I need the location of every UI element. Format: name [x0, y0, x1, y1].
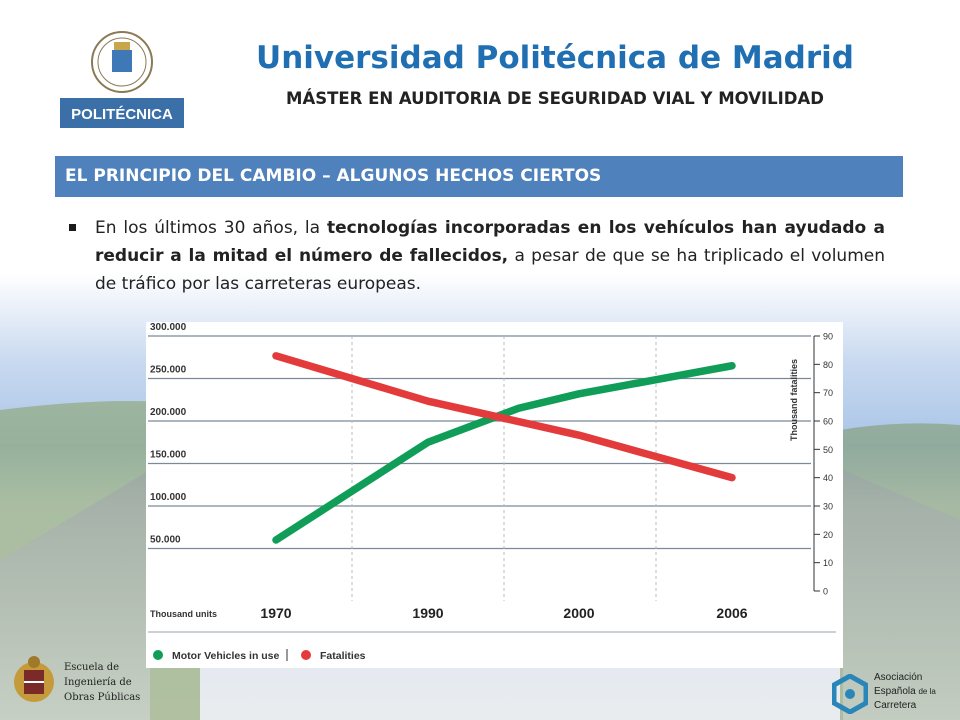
- right-tick-label: 0: [823, 587, 828, 597]
- escuela-text: Escuela de Ingeniería de Obras Públicas: [64, 660, 140, 705]
- logo-text: POLITÉCNICA: [71, 106, 173, 123]
- escuela-line-2: Ingeniería de: [64, 677, 132, 688]
- page-subtitle: MÁSTER EN AUDITORIA DE SEGURIDAD VIAL Y …: [286, 89, 824, 108]
- bullet-text-part2: a pesar de que se ha triplicado el volum…: [95, 246, 885, 294]
- page-title: Universidad Politécnica de Madrid: [256, 40, 854, 76]
- bullet-marker: [69, 224, 76, 231]
- right-axis-label: Thousand fatalities: [789, 359, 799, 441]
- right-tick-label: 20: [823, 530, 833, 540]
- right-tick-label: 40: [823, 473, 833, 483]
- aec-line-1: Asociación: [874, 672, 923, 683]
- aec-logo: [832, 674, 868, 714]
- left-tick-label: 250.000: [150, 365, 187, 376]
- escuela-line-1: Escuela de: [64, 662, 120, 673]
- right-tick-label: 50: [823, 445, 833, 455]
- aec-line-2-main: Española: [874, 686, 916, 697]
- right-tick-label: 10: [823, 558, 833, 568]
- section-title: EL PRINCIPIO DEL CAMBIO – ALGUNOS HECHOS…: [65, 166, 602, 186]
- x-tick-label: 2006: [716, 605, 747, 621]
- aec-line-2-small: de la: [918, 687, 936, 696]
- legend-marker: [301, 650, 311, 660]
- x-tick-label: 1990: [412, 605, 443, 621]
- aec-line-3: Carretera: [874, 700, 917, 711]
- dual-axis-line-chart: 50.000 100.000 150.000 200.000 250.000 300.00…: [148, 322, 836, 662]
- right-tick-label: 70: [823, 388, 833, 398]
- bullet-text: En los últimos 30 años, la tecnologías i…: [95, 214, 885, 298]
- section-header: EL PRINCIPIO DEL CAMBIO – ALGUNOS HECHOS…: [55, 156, 903, 197]
- right-tick-label: 30: [823, 502, 833, 512]
- right-tick-label: 80: [823, 360, 833, 370]
- left-tick-label: 300.000: [150, 322, 187, 333]
- legend-marker: [153, 650, 163, 660]
- right-tick-label: 90: [823, 332, 833, 342]
- aec-text: Asociación Española de la Carretera: [874, 671, 936, 713]
- right-tick-label: 60: [823, 417, 833, 427]
- x-tick-label: 2000: [563, 605, 594, 621]
- x-tick-label: 1970: [260, 605, 291, 621]
- left-tick-label: 50.000: [150, 535, 181, 546]
- escuela-logo: [14, 656, 54, 702]
- legend-label: Motor Vehicles in use: [172, 650, 280, 662]
- legend-label: Fatalities: [320, 650, 366, 662]
- left-tick-label: 100.000: [150, 492, 187, 503]
- left-tick-label: 150.000: [150, 450, 187, 461]
- x-axis-label: Thousand units: [150, 609, 217, 619]
- upm-logo: POLITÉCNICA: [60, 31, 184, 128]
- escuela-line-3: Obras Públicas: [64, 692, 141, 703]
- bullet-text-part1: En los últimos 30 años, la: [95, 218, 327, 238]
- aec-line-2: Española de la: [874, 685, 936, 699]
- series-line-fatalities: [272, 352, 736, 482]
- left-tick-label: 200.000: [150, 407, 187, 418]
- chart-panel: 50.000 100.000 150.000 200.000 250.000 300.00…: [146, 322, 843, 668]
- bullet-text-bold: tecnologías incorporadas en los vehículo…: [95, 218, 886, 266]
